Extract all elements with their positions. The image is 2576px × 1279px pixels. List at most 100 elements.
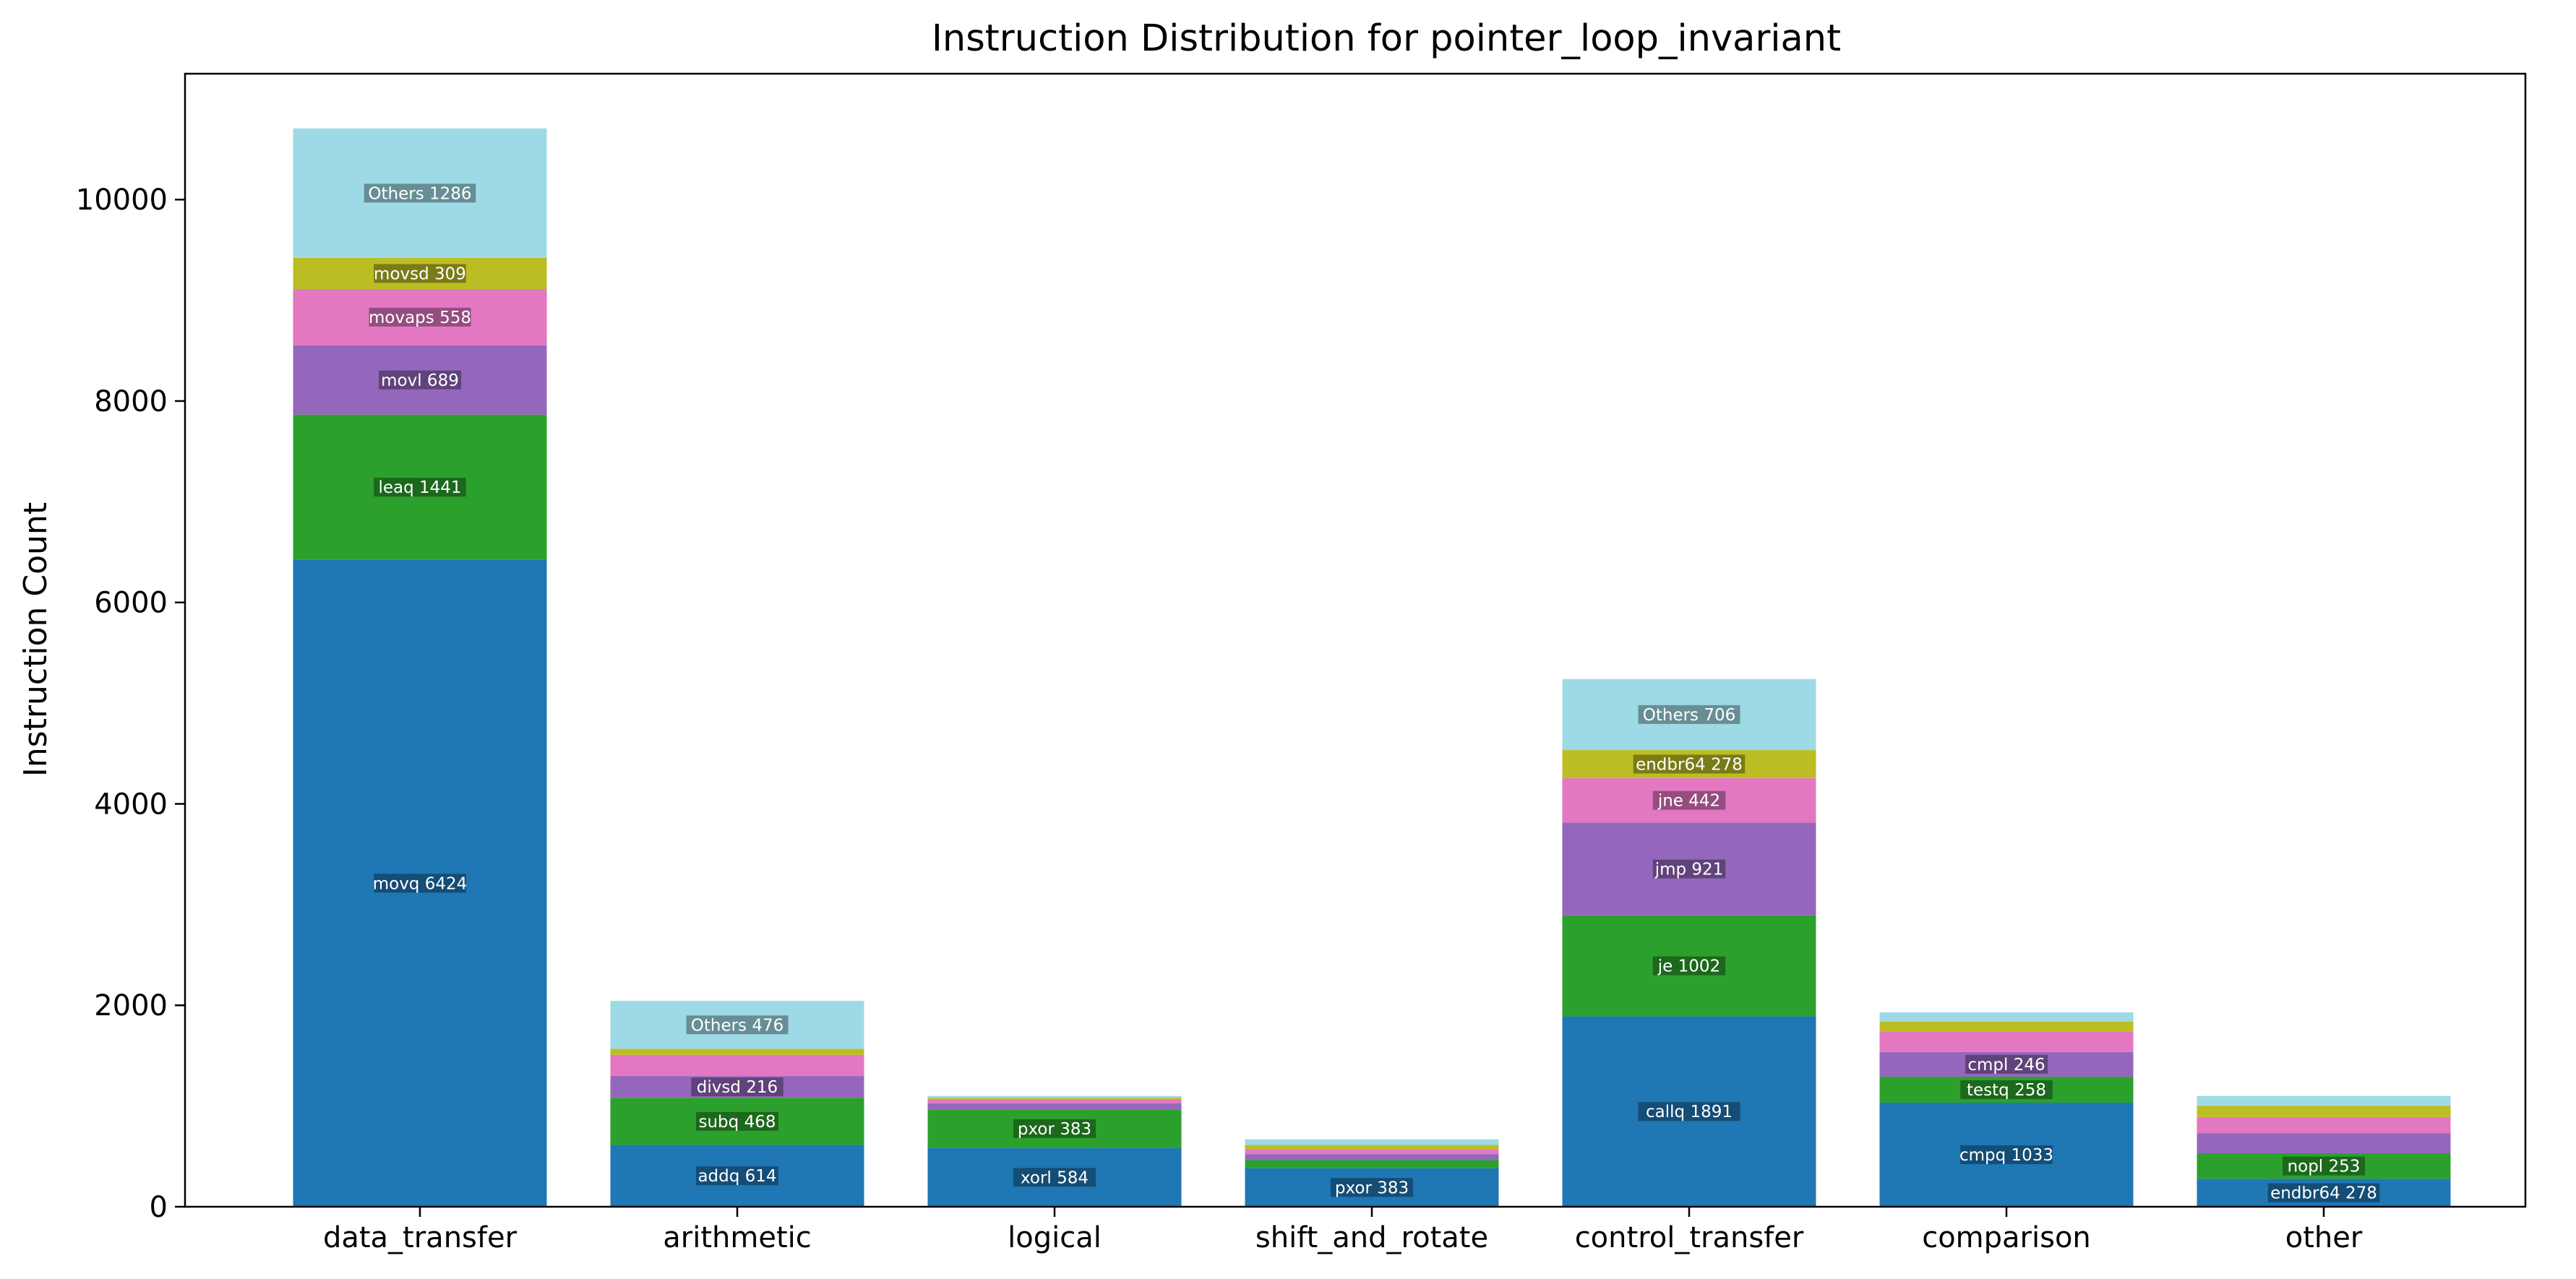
chart-title: Instruction Distribution for pointer_loo… [932,17,1841,60]
bar-segment-label-bg [696,1111,778,1131]
bar-segment [610,1145,864,1207]
bar-segment-label-bg [1960,1145,2053,1165]
x-tick-label: shift_and_rotate [1255,1221,1488,1254]
y-axis: 0 2000 4000 6000 8000 10000 [76,184,185,1224]
bar-segment-label: xorl 584 [1021,1168,1089,1187]
bar-segment-label-bg [1965,1054,2048,1074]
bars-layer [293,128,2451,1207]
bar-segment-label-bg [686,1015,789,1035]
bar-segment-label-bg [1331,1178,1413,1197]
bar-segment-label: subq 468 [699,1113,776,1132]
bar-segment [2197,1106,2451,1117]
bar-segment-label: divsd 216 [697,1078,778,1097]
bar-segment-label-bg [1960,1080,2053,1100]
bar-segment [1245,1149,1499,1155]
bar-segment-label-bg [1638,1102,1740,1121]
bar-segment [293,414,547,560]
bar-segment [1562,750,1816,778]
bar-segment-label: Others 476 [691,1016,784,1035]
bar-segment [1879,1103,2134,1207]
bar-segment [293,128,547,258]
bar-segment-label: jmp 921 [1654,861,1724,879]
bar-segment-label: testq 258 [1967,1081,2046,1100]
bar-segment-label: je 1002 [1657,957,1720,976]
bar-segment-label-bg [374,478,466,497]
bar-segment-label: cmpq 1033 [1959,1146,2053,1165]
bar-segment [1562,915,1816,1017]
bar-segment [610,1054,864,1077]
bar-segment [2197,1095,2451,1106]
bar-segment-label: addq 614 [697,1167,776,1186]
bar-segment [1879,1012,2134,1022]
bar-segment-label: movaps 558 [369,309,471,327]
bar-segment-label: movq 6424 [373,874,468,893]
bar-segment [1879,1021,2134,1032]
segment-labels-layer: movq 6424 leaq 1441 movl 689 movaps 558 movs… [364,184,2380,1203]
y-tick-label: 6000 [94,587,168,620]
bar-segment-label: pxor 383 [1018,1120,1091,1139]
y-axis-label: Instruction Count [17,502,54,777]
bar-segment-label: cmpl 246 [1967,1056,2045,1075]
bar-segment-label: callq 1891 [1646,1103,1733,1121]
bar-segment [293,559,547,1207]
bar-segment-label-bg [1638,705,1740,724]
bar-segment [927,1095,1182,1098]
bar-segment-label-bg [1013,1119,1096,1138]
bar-segment [2197,1116,2451,1134]
bar-segment [610,1001,864,1049]
bar-segment [2197,1179,2451,1207]
x-tick-label: logical [1008,1221,1102,1254]
bar-segment [1562,822,1816,916]
bar-segment [1245,1154,1499,1160]
bar-segment [2197,1153,2451,1179]
bar-segment [927,1109,1182,1148]
bar-segment-label-bg [691,1077,783,1097]
y-tick-label: 10000 [76,184,168,217]
bar-segment [927,1103,1182,1110]
bar-segment-label-bg [1633,754,1746,774]
bar-segment [610,1098,864,1145]
bar-segment-label-bg [369,307,471,327]
y-tick-label: 8000 [94,385,168,418]
bar-segment-label-bg [374,874,466,893]
bar-segment-label: endbr64 278 [1636,755,1743,774]
bar-segment [1562,1016,1816,1207]
bar-segment-label: endbr64 278 [2270,1184,2377,1203]
bar-segment-label-bg [364,184,476,203]
bar-segment-label-bg [1652,859,1726,879]
bar-segment-label: Others 706 [1643,706,1736,725]
bar-segment [1245,1160,1499,1168]
bar-segment [1245,1168,1499,1207]
x-tick-label: arithmetic [663,1221,811,1254]
bar-segment [610,1076,864,1098]
bar-segment-label-bg [696,1166,778,1186]
bar-segment-label: jne 442 [1657,792,1720,811]
bar-segment [293,257,547,289]
bar-segment [610,1048,864,1055]
bar-segment-label-bg [1652,791,1726,810]
bar-segment [927,1099,1182,1103]
bar-segment-label-bg [1652,956,1726,976]
y-tick-label: 0 [150,1191,168,1224]
bar-segment [1879,1031,2134,1052]
plot-frame [184,72,2527,1208]
bar-segment-label: nopl 253 [2288,1158,2361,1176]
y-tick-label: 4000 [94,788,168,821]
bar-segment-label: leaq 1441 [378,478,461,497]
x-tick-label: comparison [1922,1221,2091,1254]
bar-segment [927,1147,1182,1207]
bar-segment [1562,679,1816,751]
x-tick-label: control_transfer [1575,1221,1804,1254]
x-tick-label: data_transfer [323,1221,518,1254]
bar-segment-label-bg [374,264,466,283]
bar-segment [1245,1145,1499,1150]
bar-segment [293,288,547,345]
bar-segment [1879,1051,2134,1077]
bar-segment-label: movl 689 [381,371,459,390]
bar-segment [1562,778,1816,823]
x-axis: data_transfer arithmetic logical shift_and_… [323,1207,2363,1254]
bar-segment-label: movsd 309 [374,264,466,283]
bar-segment-label: Others 1286 [368,184,471,203]
bar-segment [293,345,547,415]
